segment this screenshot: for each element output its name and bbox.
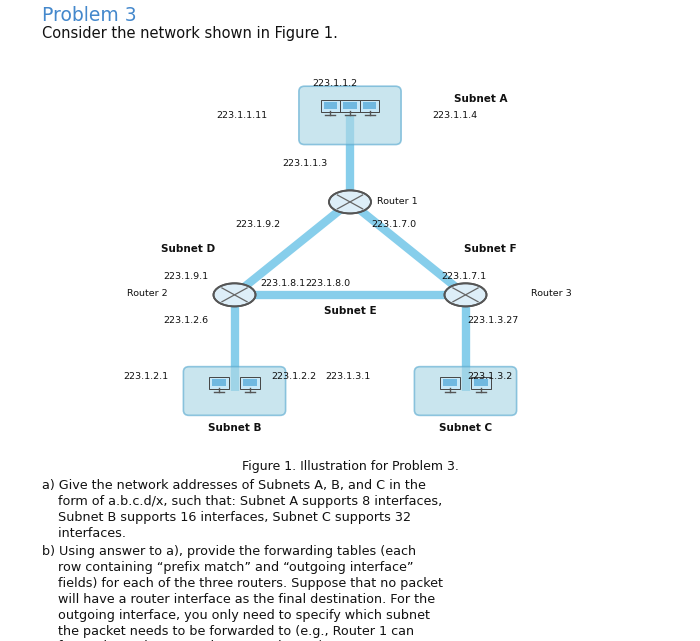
Text: interfaces.: interfaces.	[42, 527, 126, 540]
FancyBboxPatch shape	[471, 377, 491, 389]
Text: Problem 3: Problem 3	[42, 6, 136, 26]
Text: 223.1.1.3: 223.1.1.3	[282, 159, 328, 168]
Text: forward to Subnet A, Subnet D, Subnet F).: forward to Subnet A, Subnet D, Subnet F)…	[42, 640, 328, 641]
Text: Consider the network shown in Figure 1.: Consider the network shown in Figure 1.	[42, 26, 338, 40]
Text: 223.1.1.2: 223.1.1.2	[312, 79, 357, 88]
Text: Subnet F: Subnet F	[463, 244, 517, 254]
Text: Subnet A: Subnet A	[454, 94, 507, 104]
Text: fields) for each of the three routers. Suppose that no packet: fields) for each of the three routers. S…	[42, 577, 443, 590]
Text: form of a.b.c.d/x, such that: Subnet A supports 8 interfaces,: form of a.b.c.d/x, such that: Subnet A s…	[42, 495, 442, 508]
Text: 223.1.8.1: 223.1.8.1	[260, 279, 305, 288]
Text: Router 1: Router 1	[377, 197, 417, 206]
Text: 223.1.7.1: 223.1.7.1	[441, 272, 486, 281]
Text: 223.1.2.6: 223.1.2.6	[164, 316, 209, 325]
Ellipse shape	[214, 283, 256, 306]
Text: 223.1.3.2: 223.1.3.2	[468, 372, 513, 381]
FancyBboxPatch shape	[323, 103, 337, 110]
FancyBboxPatch shape	[243, 379, 257, 387]
FancyBboxPatch shape	[212, 379, 226, 387]
Text: 223.1.9.2: 223.1.9.2	[235, 220, 280, 229]
Text: 223.1.3.27: 223.1.3.27	[468, 316, 519, 325]
Text: 223.1.8.0: 223.1.8.0	[305, 279, 350, 288]
FancyBboxPatch shape	[209, 377, 229, 389]
FancyBboxPatch shape	[321, 100, 340, 112]
Text: 223.1.9.1: 223.1.9.1	[164, 272, 209, 281]
Ellipse shape	[329, 190, 371, 213]
Text: 223.1.3.1: 223.1.3.1	[326, 372, 371, 381]
FancyBboxPatch shape	[299, 87, 401, 145]
Text: 223.1.2.2: 223.1.2.2	[272, 372, 316, 381]
Text: 223.1.7.0: 223.1.7.0	[371, 220, 416, 229]
Text: 223.1.1.11: 223.1.1.11	[216, 111, 267, 120]
Text: outgoing interface, you only need to specify which subnet: outgoing interface, you only need to spe…	[42, 609, 430, 622]
Text: 223.1.1.4: 223.1.1.4	[433, 111, 477, 120]
Text: Subnet D: Subnet D	[160, 244, 215, 254]
FancyBboxPatch shape	[474, 379, 488, 387]
Text: Figure 1. Illustration for Problem 3.: Figure 1. Illustration for Problem 3.	[241, 460, 458, 472]
Text: row containing “prefix match” and “outgoing interface”: row containing “prefix match” and “outgo…	[42, 561, 414, 574]
Text: Subnet B supports 16 interfaces, Subnet C supports 32: Subnet B supports 16 interfaces, Subnet …	[42, 511, 411, 524]
Text: b) Using answer to a), provide the forwarding tables (each: b) Using answer to a), provide the forwa…	[42, 545, 416, 558]
Text: 223.1.2.1: 223.1.2.1	[123, 372, 168, 381]
FancyBboxPatch shape	[440, 377, 460, 389]
Text: Subnet E: Subnet E	[323, 306, 377, 317]
Ellipse shape	[444, 283, 486, 306]
FancyBboxPatch shape	[414, 367, 517, 415]
Text: a) Give the network addresses of Subnets A, B, and C in the: a) Give the network addresses of Subnets…	[42, 479, 426, 492]
Text: the packet needs to be forwarded to (e.g., Router 1 can: the packet needs to be forwarded to (e.g…	[42, 625, 414, 638]
FancyBboxPatch shape	[443, 379, 457, 387]
Text: Subnet C: Subnet C	[439, 423, 492, 433]
FancyBboxPatch shape	[343, 103, 357, 110]
Text: Router 3: Router 3	[531, 289, 571, 298]
FancyBboxPatch shape	[340, 100, 360, 112]
FancyBboxPatch shape	[360, 100, 379, 112]
Text: Router 2: Router 2	[127, 289, 168, 298]
Text: will have a router interface as the final destination. For the: will have a router interface as the fina…	[42, 593, 435, 606]
FancyBboxPatch shape	[240, 377, 260, 389]
FancyBboxPatch shape	[183, 367, 286, 415]
Text: Subnet B: Subnet B	[208, 423, 261, 433]
FancyBboxPatch shape	[363, 103, 377, 110]
